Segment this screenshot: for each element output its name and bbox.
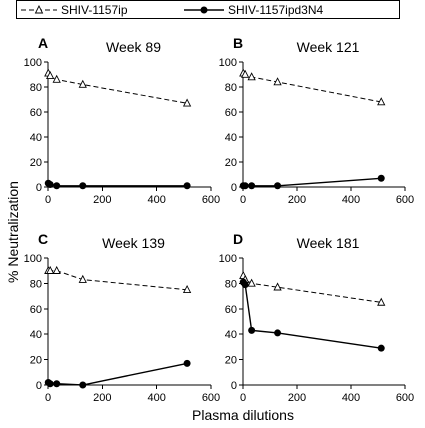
y-tick-label: 40 <box>30 329 42 341</box>
data-point-circle <box>46 181 54 188</box>
y-tick-label: 100 <box>24 253 42 265</box>
x-tick-label: 200 <box>93 392 111 404</box>
x-tick-label: 0 <box>240 392 246 404</box>
data-point-circle <box>241 182 249 190</box>
data-point-triangle <box>247 72 256 81</box>
data-point-circle <box>377 344 385 352</box>
x-tick-label: 400 <box>147 392 165 404</box>
y-tick-label: 0 <box>36 380 42 392</box>
x-axis-label: Plasma dilutions <box>192 407 294 423</box>
y-tick-label: 60 <box>225 107 237 119</box>
y-tick-label: 20 <box>225 157 237 169</box>
data-point-circle <box>241 281 249 289</box>
y-tick-label: 0 <box>231 182 237 194</box>
y-tick-label: 40 <box>225 132 237 144</box>
data-point-circle <box>274 182 282 190</box>
panel-a: A Week 89 0 20 40 60 80 100 0 200 400 600 <box>24 35 221 206</box>
data-point-triangle <box>247 278 256 287</box>
y-tick-label: 80 <box>225 82 237 94</box>
series-line-shiv-1157ip <box>48 270 188 291</box>
data-point-circle <box>46 380 54 388</box>
y-tick-label: 20 <box>30 157 42 169</box>
x-tick-label: 600 <box>396 194 414 206</box>
data-point-triangle <box>377 297 386 306</box>
y-axis-label: % Neutralization <box>5 181 21 283</box>
legend-marker-circle <box>200 6 208 14</box>
panel-letter: B <box>233 35 243 51</box>
data-point-triangle <box>78 79 87 88</box>
y-tick-label: 0 <box>231 380 237 392</box>
x-tick-label: 0 <box>240 194 246 206</box>
series-line-shiv-1157ipd3n4 <box>243 177 382 187</box>
data-point-triangle <box>182 284 192 293</box>
y-tick-label: 60 <box>225 304 237 316</box>
x-tick-label: 200 <box>288 194 306 206</box>
data-point-circle <box>274 329 282 337</box>
data-point-circle <box>183 182 191 190</box>
y-tick-label: 60 <box>30 107 42 119</box>
x-tick-label: 200 <box>93 194 111 206</box>
panel-b: B Week 121 0 20 40 60 80 100 0 200 400 600 <box>219 35 415 206</box>
series-line-shiv-1157ip <box>47 72 188 104</box>
x-tick-label: 600 <box>202 392 220 404</box>
series-line-shiv-1157ipd3n4 <box>47 182 188 187</box>
data-point-circle <box>79 381 87 389</box>
panel-c: C Week 139 0 20 40 60 80 100 0 200 400 600 <box>24 231 221 404</box>
legend-label-shiv-1157ipd3n4: SHIV-1157ipd3N4 <box>228 3 324 17</box>
panel-letter: D <box>233 231 243 247</box>
x-tick-label: 400 <box>147 194 165 206</box>
y-tick-label: 80 <box>30 82 42 94</box>
series-line-shiv-1157ipd3n4 <box>47 362 188 386</box>
x-tick-label: 400 <box>342 392 360 404</box>
panel-title: Week 89 <box>106 39 161 55</box>
data-point-triangle <box>273 282 282 291</box>
data-point-circle <box>79 182 87 190</box>
legend: SHIV-1157ip SHIV-1157ipd3N4 <box>16 0 400 19</box>
series-line-shiv-1157ip <box>243 72 382 103</box>
data-point-triangle <box>241 69 250 78</box>
y-tick-label: 100 <box>24 57 42 69</box>
x-tick-label: 400 <box>342 194 360 206</box>
y-tick-label: 100 <box>219 57 237 69</box>
panel-title: Week 139 <box>102 235 165 251</box>
panel-title: Week 181 <box>297 235 360 251</box>
y-tick-label: 40 <box>225 329 237 341</box>
x-tick-label: 0 <box>45 392 51 404</box>
y-tick-label: 20 <box>225 355 237 367</box>
data-point-triangle <box>182 98 192 107</box>
data-point-triangle <box>273 77 282 86</box>
data-point-circle <box>248 182 256 190</box>
y-tick-label: 80 <box>30 278 42 290</box>
data-point-triangle <box>78 274 87 283</box>
panel-d: D Week 181 0 20 40 60 80 100 0 200 400 600 <box>219 231 415 404</box>
data-point-circle <box>183 359 191 367</box>
x-tick-label: 600 <box>396 392 414 404</box>
y-tick-label: 80 <box>225 278 237 290</box>
data-point-circle <box>377 174 385 182</box>
data-point-circle <box>248 326 256 334</box>
y-tick-label: 20 <box>30 355 42 367</box>
series-line-shiv-1157ip <box>242 275 382 303</box>
y-tick-label: 100 <box>219 253 237 265</box>
y-tick-label: 40 <box>30 132 42 144</box>
data-point-triangle <box>52 74 61 83</box>
x-tick-label: 0 <box>45 194 51 206</box>
data-point-triangle <box>52 265 61 274</box>
panel-letter: C <box>38 231 48 247</box>
y-tick-label: 0 <box>36 182 42 194</box>
x-tick-label: 200 <box>288 392 306 404</box>
panel-letter: A <box>38 35 48 51</box>
panel-title: Week 121 <box>297 39 360 55</box>
data-point-triangle <box>46 70 55 80</box>
legend-marker-triangle <box>34 4 44 14</box>
x-tick-label: 600 <box>202 194 220 206</box>
data-point-circle <box>53 182 61 190</box>
y-tick-label: 60 <box>30 304 42 316</box>
data-point-circle <box>53 380 61 388</box>
data-point-triangle <box>377 97 386 106</box>
legend-label-shiv-1157ip: SHIV-1157ip <box>61 3 128 17</box>
data-point-triangle <box>46 265 55 274</box>
